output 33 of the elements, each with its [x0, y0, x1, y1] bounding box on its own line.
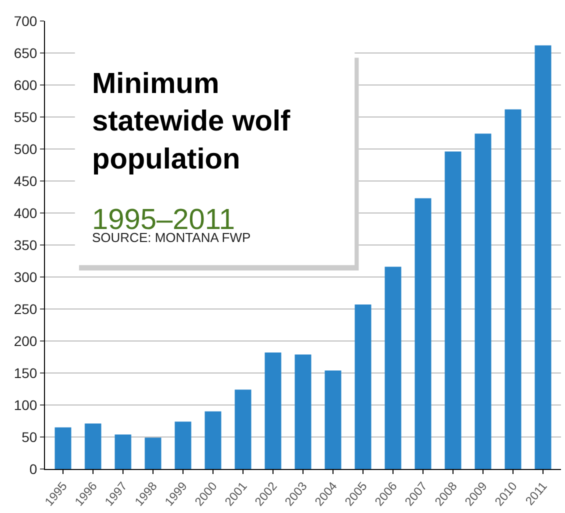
bar	[504, 109, 522, 469]
y-tick-label: 200	[14, 332, 38, 349]
bar	[534, 45, 552, 469]
y-tick-label: 0	[29, 460, 38, 477]
bar	[144, 438, 162, 469]
text: Minimum statewide wolf population	[92, 68, 291, 176]
bar	[414, 198, 432, 469]
y-tick-label: 100	[14, 396, 38, 413]
y-tick-label: 700	[14, 12, 38, 29]
bar	[174, 422, 192, 469]
bar	[204, 411, 222, 469]
y-tick-label: 250	[14, 300, 38, 317]
y-tick-label: 350	[14, 236, 38, 253]
bar	[324, 370, 342, 469]
y-tick-label: 600	[14, 76, 38, 93]
y-tick-label: 400	[14, 204, 38, 221]
bar	[54, 427, 72, 469]
bar	[294, 354, 312, 469]
bar	[474, 134, 492, 469]
bar	[84, 424, 102, 469]
y-tick-label: 300	[14, 268, 38, 285]
bar	[444, 152, 462, 469]
bar	[384, 266, 402, 469]
bar	[264, 352, 282, 469]
y-tick-label: 50	[22, 428, 38, 445]
y-tick-label: 150	[14, 364, 38, 381]
bar	[114, 434, 132, 469]
y-tick-label: 450	[14, 172, 38, 189]
y-tick-label: 650	[14, 44, 38, 61]
bar	[234, 390, 252, 469]
y-tick-label: 550	[14, 108, 38, 125]
bar	[354, 304, 372, 469]
y-tick-label: 500	[14, 140, 38, 157]
